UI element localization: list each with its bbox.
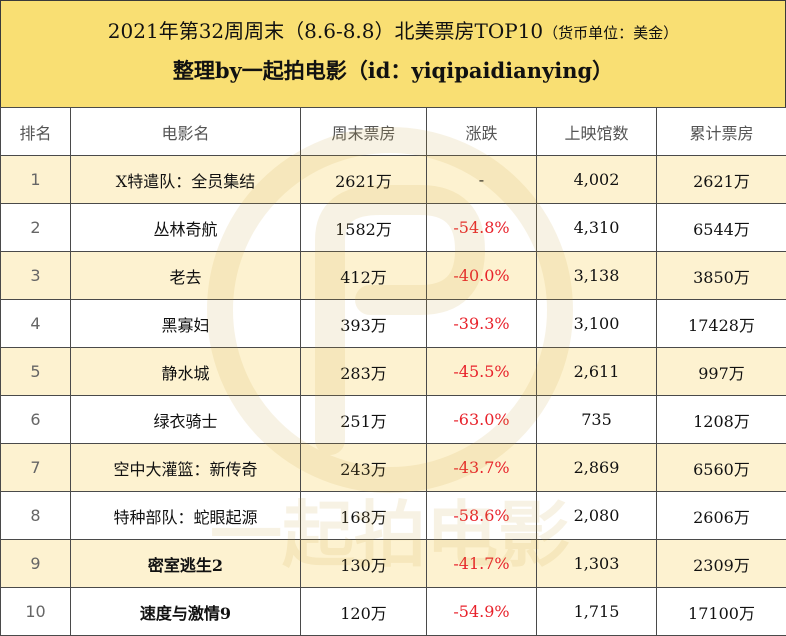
movie-name-cell: 老去 xyxy=(70,251,301,300)
table-row: 3 老去 412万 -40.0% 3,138 3850万 xyxy=(0,251,786,300)
movie-name-cell: 空中大灌篮：新传奇 xyxy=(70,443,301,492)
table-row: 1 X特遣队：全员集结 2621万 - 4,002 2621万 xyxy=(0,155,786,204)
rank-cell: 6 xyxy=(0,395,71,444)
movie-name-cell: 速度与激情9 xyxy=(70,587,301,636)
movie-name-cell: 黑寡妇 xyxy=(70,299,301,348)
table-row: 2 丛林奇航 1582万 -54.8% 4,310 6544万 xyxy=(0,203,786,252)
rank-cell: 1 xyxy=(0,155,71,204)
total-gross-cell: 17428万 xyxy=(656,299,786,348)
total-gross-cell: 2621万 xyxy=(656,155,786,204)
theaters-cell: 735 xyxy=(536,395,657,444)
rank-cell: 5 xyxy=(0,347,71,396)
rank-cell: 9 xyxy=(0,539,71,588)
theaters-cell: 3,138 xyxy=(536,251,657,300)
change-cell: -58.6% xyxy=(426,491,537,540)
rank-cell: 3 xyxy=(0,251,71,300)
rank-cell: 4 xyxy=(0,299,71,348)
movie-name-cell: 密室逃生2 xyxy=(70,539,301,588)
total-gross-cell: 6560万 xyxy=(656,443,786,492)
change-cell: -39.3% xyxy=(426,299,537,348)
theaters-cell: 3,100 xyxy=(536,299,657,348)
change-cell: -40.0% xyxy=(426,251,537,300)
total-gross-cell: 2606万 xyxy=(656,491,786,540)
change-cell: -41.7% xyxy=(426,539,537,588)
change-cell: - xyxy=(426,155,537,204)
weekend-gross-cell: 412万 xyxy=(300,251,427,300)
total-gross-cell: 997万 xyxy=(656,347,786,396)
theaters-cell: 2,080 xyxy=(536,491,657,540)
table-row: 8 特种部队：蛇眼起源 168万 -58.6% 2,080 2606万 xyxy=(0,491,786,540)
total-gross-cell: 1208万 xyxy=(656,395,786,444)
table-row: 4 黑寡妇 393万 -39.3% 3,100 17428万 xyxy=(0,299,786,348)
currency-unit-note: （货币单位：美金） xyxy=(543,24,679,42)
weekend-gross-cell: 2621万 xyxy=(300,155,427,204)
theaters-cell: 2,869 xyxy=(536,443,657,492)
movie-name-cell: 丛林奇航 xyxy=(70,203,301,252)
header-banner: 2021年第32周周末（8.6-8.8）北美票房TOP10（货币单位：美金） 整… xyxy=(0,0,786,108)
theaters-cell: 4,310 xyxy=(536,203,657,252)
weekend-gross-cell: 1582万 xyxy=(300,203,427,252)
movie-name-cell: 静水城 xyxy=(70,347,301,396)
weekend-gross-cell: 283万 xyxy=(300,347,427,396)
column-header-rank: 排名 xyxy=(0,107,71,156)
column-header-total-gross: 累计票房 xyxy=(656,107,786,156)
page-subtitle: 整理by一起拍电影（id：yiqipaidianying） xyxy=(172,58,614,83)
column-header-change: 涨跌 xyxy=(426,107,537,156)
theaters-cell: 4,002 xyxy=(536,155,657,204)
title-main: 2021年第32周周末（8.6-8.8）北美票房TOP10 xyxy=(107,19,544,43)
table-row: 9 密室逃生2 130万 -41.7% 1,303 2309万 xyxy=(0,539,786,588)
change-cell: -54.8% xyxy=(426,203,537,252)
total-gross-cell: 17100万 xyxy=(656,587,786,636)
column-header-title: 电影名 xyxy=(70,107,301,156)
weekend-gross-cell: 130万 xyxy=(300,539,427,588)
table-row: 6 绿衣骑士 251万 -63.0% 735 1208万 xyxy=(0,395,786,444)
total-gross-cell: 2309万 xyxy=(656,539,786,588)
total-gross-cell: 6544万 xyxy=(656,203,786,252)
weekend-gross-cell: 243万 xyxy=(300,443,427,492)
table-header: 排名 电影名 周末票房 涨跌 上映馆数 累计票房 xyxy=(0,107,786,156)
theaters-cell: 1,303 xyxy=(536,539,657,588)
movie-name-cell: X特遣队：全员集结 xyxy=(70,155,301,204)
theaters-cell: 2,611 xyxy=(536,347,657,396)
weekend-gross-cell: 120万 xyxy=(300,587,427,636)
change-cell: -45.5% xyxy=(426,347,537,396)
weekend-gross-cell: 393万 xyxy=(300,299,427,348)
rank-cell: 8 xyxy=(0,491,71,540)
column-header-weekend-gross: 周末票房 xyxy=(300,107,427,156)
weekend-gross-cell: 168万 xyxy=(300,491,427,540)
table-body: 1 X特遣队：全员集结 2621万 - 4,002 2621万 2 丛林奇航 1… xyxy=(0,155,786,636)
column-header-theaters: 上映馆数 xyxy=(536,107,657,156)
weekend-gross-cell: 251万 xyxy=(300,395,427,444)
table-row: 7 空中大灌篮：新传奇 243万 -43.7% 2,869 6560万 xyxy=(0,443,786,492)
movie-name-cell: 绿衣骑士 xyxy=(70,395,301,444)
change-cell: -43.7% xyxy=(426,443,537,492)
header-row: 排名 电影名 周末票房 涨跌 上映馆数 累计票房 xyxy=(0,107,786,156)
rank-cell: 10 xyxy=(0,587,71,636)
change-cell: -63.0% xyxy=(426,395,537,444)
table-row: 5 静水城 283万 -45.5% 2,611 997万 xyxy=(0,347,786,396)
change-cell: -54.9% xyxy=(426,587,537,636)
movie-name-cell: 特种部队：蛇眼起源 xyxy=(70,491,301,540)
table-row: 10 速度与激情9 120万 -54.9% 1,715 17100万 xyxy=(0,587,786,636)
theaters-cell: 1,715 xyxy=(536,587,657,636)
page-title: 2021年第32周周末（8.6-8.8）北美票房TOP10（货币单位：美金） xyxy=(1,15,785,44)
rank-cell: 7 xyxy=(0,443,71,492)
box-office-table: 排名 电影名 周末票房 涨跌 上映馆数 累计票房 1 X特遣队：全员集结 262… xyxy=(0,107,786,636)
rank-cell: 2 xyxy=(0,203,71,252)
total-gross-cell: 3850万 xyxy=(656,251,786,300)
